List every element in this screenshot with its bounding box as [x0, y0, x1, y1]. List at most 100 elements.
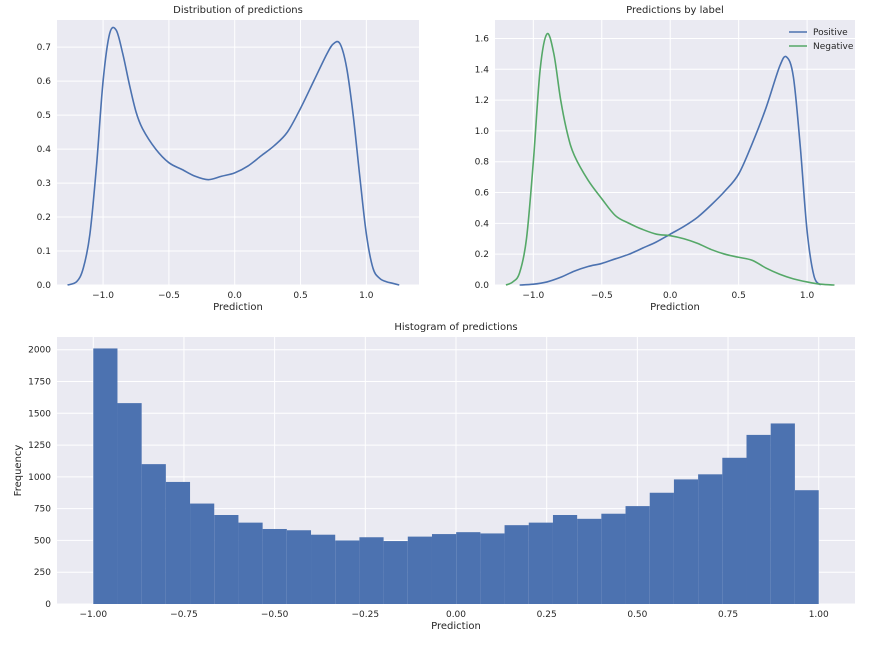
histogram-bar: [528, 522, 553, 604]
histogram-bar: [698, 474, 723, 604]
x-tick-label: 0.0: [228, 291, 243, 301]
legend: Positive Negative: [789, 28, 854, 52]
x-tick-label: 0.5: [293, 291, 307, 301]
y-tick-label: 0.2: [475, 250, 489, 260]
y-tick-label: 1.2: [475, 96, 489, 106]
y-tick-label: 1500: [28, 409, 51, 419]
y-tick-label: 0.6: [37, 77, 52, 87]
tick-labels: −1.0 −0.5 0.0 0.5 1.0 0.0 0.2 0.4 0.6 0.8 1.0 1.2 1.…: [475, 34, 815, 301]
chart-histogram: −1.00 −0.75 −0.50 −0.25 0.00 0.25 0.50 0.75 1.00…: [13, 322, 855, 632]
chart-title: Predictions by label: [626, 5, 724, 16]
x-tick-label: −0.50: [261, 610, 289, 620]
histogram-bar: [794, 490, 819, 604]
histogram-bar: [625, 506, 650, 604]
histogram-bar: [407, 536, 432, 604]
y-tick-label: 1000: [28, 473, 51, 483]
y-tick-label: 1.6: [475, 34, 490, 44]
y-tick-label: 0.7: [37, 43, 51, 53]
histogram-bar: [214, 515, 239, 604]
legend-label-negative: Negative: [813, 42, 854, 52]
tick-labels: −1.0 −0.5 0.0 0.5 1.0 0.0 0.1 0.2 0.3 0.4 0.5 0.6 0.…: [37, 43, 374, 301]
y-tick-label: 1250: [28, 441, 51, 451]
histogram-bar: [552, 515, 578, 604]
y-tick-label: 0.5: [37, 111, 51, 121]
x-tick-label: 1.0: [800, 291, 815, 301]
histogram-bar: [649, 492, 674, 604]
histogram-bars: [93, 348, 819, 604]
y-tick-label: 0.1: [37, 247, 51, 257]
histogram-bar: [335, 540, 360, 604]
chart-title: Histogram of predictions: [394, 322, 517, 333]
y-tick-label: 0.8: [475, 158, 490, 168]
histogram-bar: [722, 457, 747, 604]
x-axis-label: Prediction: [213, 302, 263, 313]
histogram-bar: [383, 541, 408, 604]
histogram-bar: [117, 403, 142, 604]
y-tick-label: 2000: [28, 346, 51, 356]
y-tick-label: 0.0: [475, 281, 490, 291]
histogram-bar: [93, 348, 118, 604]
chart-title: Distribution of predictions: [173, 5, 303, 16]
x-tick-label: −0.25: [352, 610, 380, 620]
y-tick-label: 0.6: [475, 189, 490, 199]
histogram-bar: [431, 534, 457, 604]
series-line-positive: [519, 55, 822, 286]
x-tick-label: −1.0: [92, 291, 114, 301]
chart-distribution: −1.0 −0.5 0.0 0.5 1.0 0.0 0.1 0.2 0.3 0.4 0.5 0.6 0.…: [37, 5, 419, 313]
series-lines: [67, 26, 400, 286]
histogram-bar: [504, 525, 529, 604]
gridlines: [57, 20, 419, 286]
y-tick-label: 0.4: [475, 219, 490, 229]
series-line-density: [67, 26, 400, 286]
legend-label-positive: Positive: [813, 28, 848, 38]
plot-area: [57, 20, 419, 285]
x-tick-label: −1.00: [79, 610, 107, 620]
x-tick-label: −0.5: [158, 291, 180, 301]
histogram-bar: [456, 532, 481, 604]
y-tick-label: 1.0: [475, 127, 490, 137]
tick-labels: −1.00 −0.75 −0.50 −0.25 0.00 0.25 0.50 0.75 1.00…: [28, 346, 829, 620]
x-axis-label: Prediction: [431, 621, 481, 632]
y-axis-label: Frequency: [13, 445, 24, 497]
x-tick-label: 0.75: [718, 610, 738, 620]
y-tick-label: 1.4: [475, 65, 490, 75]
x-tick-label: 1.00: [809, 610, 829, 620]
histogram-bar: [359, 537, 384, 604]
x-tick-label: 0.5: [731, 291, 745, 301]
histogram-bar: [286, 530, 312, 604]
y-tick-label: 0.4: [37, 145, 52, 155]
x-tick-label: 0.0: [663, 291, 678, 301]
histogram-bar: [577, 518, 602, 604]
series-lines: [505, 32, 835, 286]
y-tick-label: 0.2: [37, 213, 51, 223]
x-tick-label: −0.75: [170, 610, 198, 620]
histogram-bar: [601, 513, 626, 604]
y-tick-label: 0.3: [37, 179, 51, 189]
histogram-bar: [480, 533, 505, 604]
series-line-negative: [505, 32, 835, 286]
y-tick-label: 0.0: [37, 281, 52, 291]
chart-by-label: −1.0 −0.5 0.0 0.5 1.0 0.0 0.2 0.4 0.6 0.8 1.0 1.2 1.…: [475, 5, 855, 313]
histogram-bar: [746, 434, 771, 604]
histogram-bar: [311, 534, 336, 604]
x-tick-label: 0.00: [446, 610, 466, 620]
histogram-bar: [238, 522, 263, 604]
histogram-bar: [190, 503, 215, 604]
x-tick-label: −1.0: [522, 291, 544, 301]
x-axis-label: Prediction: [650, 302, 700, 313]
y-tick-label: 250: [34, 568, 51, 578]
histogram-bar: [673, 479, 699, 604]
histogram-bar: [770, 423, 795, 604]
histogram-bar: [141, 464, 166, 604]
x-tick-label: −0.5: [591, 291, 613, 301]
y-tick-label: 750: [34, 505, 51, 515]
x-tick-label: 0.50: [627, 610, 647, 620]
y-tick-label: 0: [45, 600, 51, 610]
histogram-bar: [165, 481, 191, 604]
y-tick-label: 1750: [28, 378, 51, 388]
y-tick-label: 500: [34, 536, 51, 546]
x-tick-label: 1.0: [359, 291, 374, 301]
histogram-bar: [262, 528, 287, 604]
x-tick-label: 0.25: [537, 610, 557, 620]
